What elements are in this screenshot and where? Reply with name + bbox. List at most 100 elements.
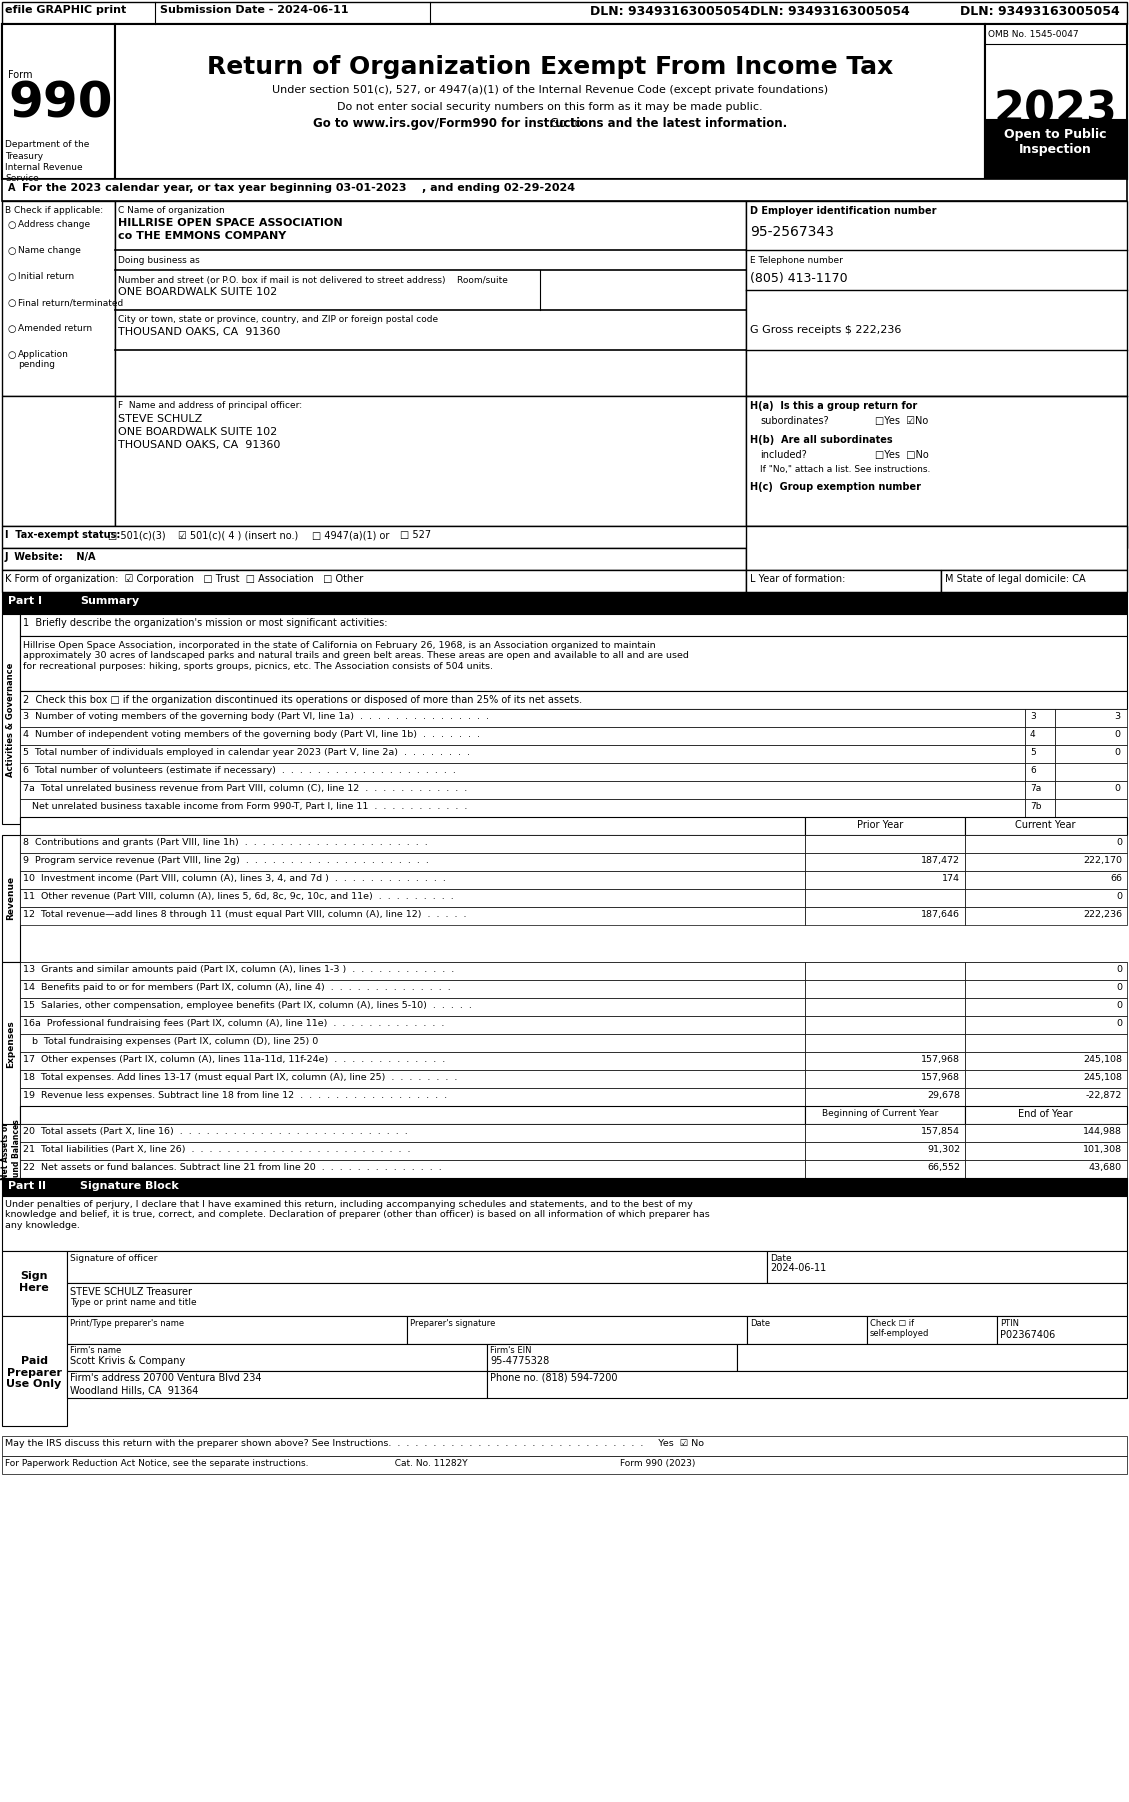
Bar xyxy=(746,569,940,593)
Text: 144,988: 144,988 xyxy=(1083,1126,1122,1135)
Text: E Telephone number: E Telephone number xyxy=(750,256,843,265)
Text: 11  Other revenue (Part VIII, column (A), lines 5, 6d, 8c, 9c, 10c, and 11e)  . : 11 Other revenue (Part VIII, column (A),… xyxy=(23,892,454,901)
Bar xyxy=(805,1106,965,1124)
Bar xyxy=(2,962,20,1126)
Bar xyxy=(805,998,965,1016)
Bar xyxy=(20,980,805,998)
Text: Net unrelated business taxable income from Form 990-T, Part I, line 11  .  .  . : Net unrelated business taxable income fr… xyxy=(23,802,467,811)
Text: 245,108: 245,108 xyxy=(1083,1054,1122,1063)
Bar xyxy=(487,1371,1127,1398)
Text: 222,236: 222,236 xyxy=(1083,910,1122,919)
Text: 0: 0 xyxy=(1115,966,1122,975)
Bar xyxy=(20,1124,805,1142)
Bar xyxy=(805,834,965,852)
Text: Application
pending: Application pending xyxy=(18,350,69,369)
Bar xyxy=(2,1179,1127,1197)
Bar xyxy=(965,852,1127,870)
Bar xyxy=(1025,780,1054,798)
Text: Firm's name: Firm's name xyxy=(70,1346,121,1355)
Text: ○: ○ xyxy=(7,324,16,333)
Text: □ 527: □ 527 xyxy=(400,530,431,541)
Text: Department of the: Department of the xyxy=(5,141,89,150)
Text: ○: ○ xyxy=(7,272,16,281)
Bar xyxy=(965,1088,1127,1106)
Text: Phone no. (818) 594-7200: Phone no. (818) 594-7200 xyxy=(490,1373,618,1382)
Bar xyxy=(805,1142,965,1160)
Bar xyxy=(20,690,1127,708)
Text: 2  Check this box □ if the organization discontinued its operations or disposed : 2 Check this box □ if the organization d… xyxy=(23,696,583,705)
Bar xyxy=(406,1315,747,1344)
Text: Form: Form xyxy=(8,70,33,79)
Bar xyxy=(965,980,1127,998)
Bar xyxy=(805,816,965,834)
Text: ONE BOARDWALK SUITE 102: ONE BOARDWALK SUITE 102 xyxy=(119,287,278,297)
Text: ○: ○ xyxy=(7,247,16,256)
Text: Amended return: Amended return xyxy=(18,324,93,333)
Text: 3: 3 xyxy=(1114,712,1120,721)
Bar xyxy=(746,526,1127,569)
Text: 16a  Professional fundraising fees (Part IX, column (A), line 11e)  .  .  .  .  : 16a Professional fundraising fees (Part … xyxy=(23,1018,445,1027)
Text: 91,302: 91,302 xyxy=(927,1144,960,1153)
Text: 2023: 2023 xyxy=(994,90,1117,133)
Text: 10  Investment income (Part VIII, column (A), lines 3, 4, and 7d )  .  .  .  .  : 10 Investment income (Part VIII, column … xyxy=(23,874,446,883)
Text: ○: ○ xyxy=(7,297,16,308)
Bar xyxy=(487,1344,737,1371)
Bar xyxy=(997,1315,1127,1344)
Bar xyxy=(20,1016,805,1034)
Text: DLN: 93493163005054: DLN: 93493163005054 xyxy=(750,5,910,18)
Bar xyxy=(20,834,805,852)
Text: A: A xyxy=(8,184,16,193)
Text: Expenses: Expenses xyxy=(7,1020,16,1069)
Text: 13  Grants and similar amounts paid (Part IX, column (A), lines 1-3 )  .  .  .  : 13 Grants and similar amounts paid (Part… xyxy=(23,966,454,975)
Bar xyxy=(20,870,805,888)
Bar xyxy=(965,834,1127,852)
Bar xyxy=(20,726,1025,744)
Text: Address change: Address change xyxy=(18,220,90,229)
Text: 0: 0 xyxy=(1114,748,1120,757)
Text: H(a)  Is this a group return for: H(a) Is this a group return for xyxy=(750,402,917,411)
Text: End of Year: End of Year xyxy=(1017,1108,1073,1119)
Bar xyxy=(805,1034,965,1052)
Text: B Check if applicable:: B Check if applicable: xyxy=(5,205,103,214)
Bar xyxy=(1025,798,1054,816)
Bar xyxy=(67,1251,767,1283)
Text: STEVE SCHULZ Treasurer: STEVE SCHULZ Treasurer xyxy=(70,1287,192,1297)
Text: 7a: 7a xyxy=(1030,784,1041,793)
Bar xyxy=(2,1197,1127,1251)
Text: Beginning of Current Year: Beginning of Current Year xyxy=(822,1108,938,1117)
Text: 7b: 7b xyxy=(1030,802,1041,811)
Bar xyxy=(747,1315,867,1344)
Text: 66: 66 xyxy=(1110,874,1122,883)
Text: 6: 6 xyxy=(1030,766,1035,775)
Text: □Yes  ☑No: □Yes ☑No xyxy=(875,416,928,425)
Text: 17  Other expenses (Part IX, column (A), lines 11a-11d, 11f-24e)  .  .  .  .  . : 17 Other expenses (Part IX, column (A), … xyxy=(23,1054,445,1063)
Text: 0: 0 xyxy=(1115,1018,1122,1027)
Bar xyxy=(20,798,1025,816)
Text: Summary: Summary xyxy=(80,596,139,605)
Bar xyxy=(1025,708,1054,726)
Bar xyxy=(2,526,1127,548)
Text: efile GRAPHIC print: efile GRAPHIC print xyxy=(5,5,126,14)
Bar xyxy=(1025,762,1054,780)
Text: 174: 174 xyxy=(942,874,960,883)
Text: F  Name and address of principal officer:: F Name and address of principal officer: xyxy=(119,402,303,411)
Text: Date: Date xyxy=(750,1319,770,1328)
Bar xyxy=(20,708,1025,726)
Bar xyxy=(1054,708,1127,726)
Text: G Gross receipts $ 222,236: G Gross receipts $ 222,236 xyxy=(750,324,901,335)
Text: HILLRISE OPEN SPACE ASSOCIATION: HILLRISE OPEN SPACE ASSOCIATION xyxy=(119,218,342,229)
Bar xyxy=(67,1344,487,1371)
Bar xyxy=(767,1251,1127,1283)
Bar xyxy=(805,1070,965,1088)
Text: co THE EMMONS COMPANY: co THE EMMONS COMPANY xyxy=(119,231,287,241)
Bar xyxy=(2,614,20,824)
Text: Print/Type preparer's name: Print/Type preparer's name xyxy=(70,1319,184,1328)
Text: 245,108: 245,108 xyxy=(1083,1072,1122,1081)
Text: ○: ○ xyxy=(7,220,16,231)
Text: Do not enter social security numbers on this form as it may be made public.: Do not enter social security numbers on … xyxy=(338,103,763,112)
Text: included?: included? xyxy=(760,450,807,460)
Bar xyxy=(20,1142,805,1160)
Text: Current Year: Current Year xyxy=(1015,820,1075,831)
Bar xyxy=(746,202,1127,396)
Text: 157,968: 157,968 xyxy=(921,1054,960,1063)
